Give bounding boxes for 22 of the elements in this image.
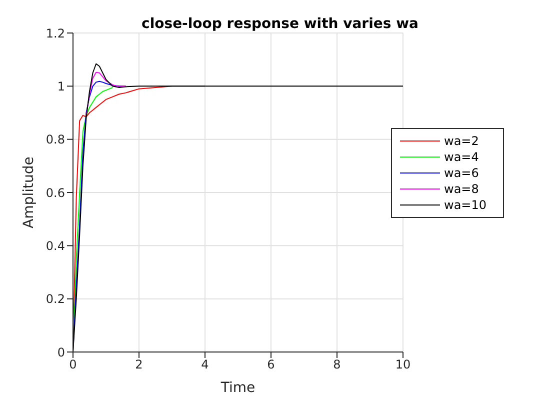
y-tick-label: 0 — [57, 345, 65, 360]
x-tick-label: 10 — [395, 358, 411, 372]
chart-title: close-loop response with varies wa — [142, 16, 418, 32]
x-axis-title: Time — [220, 380, 256, 396]
legend-label: wa=4 — [444, 150, 479, 164]
legend-label: wa=6 — [444, 166, 479, 180]
x-tick-label: 4 — [201, 358, 209, 372]
x-tick-label: 8 — [333, 358, 341, 372]
y-tick-label: 1 — [57, 79, 65, 94]
y-tick-label: 1.2 — [46, 26, 65, 40]
x-tick-label: 2 — [135, 358, 143, 372]
x-tick-label: 0 — [69, 358, 77, 372]
x-tick-label: 6 — [267, 358, 275, 372]
y-tick-label: 0.6 — [46, 186, 65, 200]
y-tick-label: 0.4 — [46, 238, 65, 253]
y-axis-title: Amplitude — [20, 156, 37, 228]
line-series — [86, 72, 126, 116]
legend-label: wa=8 — [444, 182, 479, 196]
legend-label: wa=2 — [444, 134, 479, 148]
y-tick-label: 0.2 — [46, 292, 65, 306]
legend-label: wa=10 — [444, 198, 486, 212]
y-tick-label: 0.8 — [46, 132, 65, 147]
